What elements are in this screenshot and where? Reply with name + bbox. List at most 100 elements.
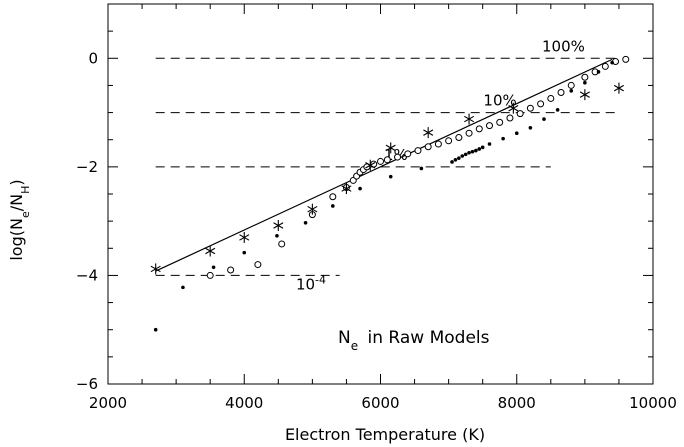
dot-point bbox=[181, 285, 185, 290]
open-circle-point bbox=[526, 104, 534, 112]
asterisk-stroke bbox=[385, 144, 396, 152]
plot-frame bbox=[107, 3, 654, 385]
open-circle-point bbox=[537, 100, 545, 108]
asterisk-point bbox=[341, 183, 352, 195]
reference-lines: 100%10%1%10-4 bbox=[155, 37, 619, 294]
asterisk-stroke bbox=[423, 129, 434, 136]
asterisk-point bbox=[365, 159, 376, 171]
dot-point bbox=[467, 150, 471, 155]
data-marks bbox=[150, 55, 630, 332]
axes: 2000 4000 6000 8000 10000 0 −2 −4 −6 bbox=[76, 3, 677, 412]
dot-point bbox=[487, 142, 492, 146]
annotation-label: Ne in Raw Models bbox=[338, 328, 490, 353]
reference-line-label: 10% bbox=[483, 92, 516, 110]
asterisk-stroke bbox=[341, 185, 352, 192]
open-circle-point bbox=[516, 110, 524, 118]
asterisk-point bbox=[508, 102, 519, 114]
dot-point bbox=[514, 131, 519, 135]
dot-point bbox=[463, 152, 468, 157]
asterisk-point bbox=[579, 89, 590, 101]
dot-point bbox=[596, 70, 601, 74]
asterisk-stroke bbox=[464, 115, 475, 123]
x-tick-label: 10000 bbox=[629, 394, 677, 412]
open-circle-point bbox=[581, 73, 589, 81]
fit-line bbox=[155, 58, 613, 272]
dot-point bbox=[419, 166, 424, 171]
open-circle-point bbox=[227, 266, 235, 274]
x-tick-label: 8000 bbox=[498, 394, 536, 412]
open-circle-point bbox=[254, 261, 262, 269]
asterisk-stroke bbox=[365, 162, 376, 169]
open-circle-point bbox=[496, 118, 504, 126]
dot-point bbox=[450, 160, 454, 164]
y-tick-label: 0 bbox=[88, 49, 98, 67]
open-circle-point bbox=[394, 153, 402, 161]
dot-point bbox=[275, 234, 279, 238]
dot-point bbox=[555, 108, 560, 112]
y-axis-label: log(Ne/NH) bbox=[7, 179, 32, 260]
asterisk-point bbox=[464, 113, 475, 125]
dot-point bbox=[388, 174, 393, 179]
open-circle-point bbox=[455, 134, 463, 142]
dot-point bbox=[460, 154, 465, 158]
dot-point bbox=[501, 136, 505, 141]
dot-point bbox=[453, 158, 458, 162]
asterisk-point bbox=[150, 263, 161, 275]
open-circle-point bbox=[445, 137, 453, 145]
dot-point bbox=[457, 156, 461, 160]
asterisk-point bbox=[239, 231, 250, 243]
asterisk-stroke bbox=[307, 205, 318, 213]
asterisk-point bbox=[423, 127, 434, 139]
y-tick-label: −4 bbox=[76, 266, 98, 284]
asterisk-point bbox=[385, 142, 396, 154]
labels: Electron Temperature (K) log(Ne/NH) Ne i… bbox=[7, 179, 490, 444]
open-circle-point bbox=[424, 143, 432, 151]
open-circle-point bbox=[434, 140, 442, 148]
asterisk-stroke bbox=[579, 91, 590, 98]
asterisk-stroke bbox=[508, 105, 519, 112]
dot-point bbox=[542, 117, 546, 121]
open-circle-point bbox=[414, 147, 422, 155]
open-circle-point bbox=[486, 122, 493, 130]
dot-point bbox=[583, 80, 587, 85]
reference-line-label: 100% bbox=[542, 37, 585, 55]
dot-point bbox=[303, 220, 308, 225]
asterisk-point bbox=[205, 245, 216, 257]
reference-line-label: 10-4 bbox=[296, 273, 326, 294]
dot-point bbox=[358, 186, 362, 191]
asterisk-point bbox=[307, 203, 318, 215]
open-circle-point bbox=[383, 156, 391, 164]
dot-point bbox=[569, 89, 574, 93]
open-circle-point bbox=[547, 94, 555, 102]
x-tick-label: 6000 bbox=[361, 394, 399, 412]
asterisk-stroke bbox=[273, 222, 284, 229]
open-circle-point bbox=[567, 81, 575, 89]
asterisk-point bbox=[273, 219, 284, 231]
x-tick-label: 2000 bbox=[89, 394, 127, 412]
dot-point bbox=[331, 204, 335, 208]
asterisk-stroke bbox=[205, 247, 216, 255]
open-circle-point bbox=[377, 157, 384, 165]
asterisk-stroke bbox=[150, 265, 161, 273]
open-circle-point bbox=[278, 240, 286, 248]
open-circle-point bbox=[465, 129, 473, 137]
dot-point bbox=[610, 60, 614, 65]
open-circle-point bbox=[622, 55, 630, 63]
dot-point bbox=[480, 145, 485, 150]
open-circle-point bbox=[404, 150, 412, 158]
open-circle-point bbox=[557, 88, 565, 96]
asterisk-point bbox=[613, 82, 624, 94]
dot-point bbox=[477, 147, 482, 151]
dot-point bbox=[153, 327, 158, 332]
open-circle-point bbox=[601, 62, 609, 70]
dot-point bbox=[242, 250, 247, 255]
open-circle-point bbox=[475, 125, 483, 133]
open-circle-point bbox=[329, 193, 337, 201]
x-tick-label: 4000 bbox=[225, 394, 263, 412]
asterisk-stroke bbox=[239, 234, 250, 241]
dot-point bbox=[474, 148, 478, 153]
y-tick-label: −2 bbox=[76, 158, 98, 176]
x-axis-label: Electron Temperature (K) bbox=[285, 425, 485, 444]
dot-point bbox=[211, 265, 216, 270]
